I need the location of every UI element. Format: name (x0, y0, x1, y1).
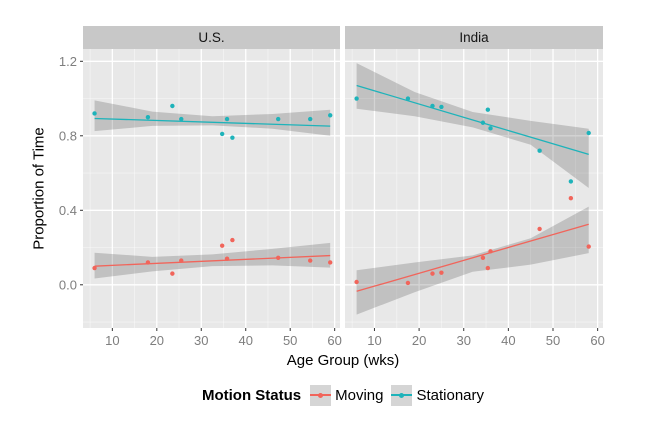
data-point-stationary (92, 111, 97, 116)
data-point-stationary (430, 103, 435, 109)
legend-label-moving: Moving (335, 386, 384, 404)
data-point-moving (328, 260, 333, 265)
trend-line-stationary (94, 117, 331, 127)
confidence-band-stationary (94, 100, 331, 136)
y-tick-label: 0.4 (59, 203, 77, 218)
data-point-moving (568, 195, 574, 201)
facet-strip-us: U.S. (83, 26, 340, 49)
data-point-moving (480, 255, 486, 260)
trend-line-moving (94, 254, 331, 267)
data-point-moving (275, 255, 281, 260)
x-tick-label: 30 (456, 333, 470, 348)
data-point-moving (92, 265, 97, 271)
data-point-stationary (485, 107, 491, 112)
data-point-stationary (219, 131, 225, 137)
data-point-moving (537, 226, 542, 232)
legend-entry-moving: Moving (310, 384, 384, 406)
data-point-moving (170, 271, 175, 276)
data-point-stationary (230, 135, 235, 140)
panel-background-us (83, 49, 340, 328)
y-tick-label: 0.8 (59, 128, 77, 143)
trend-line-stationary (356, 84, 589, 156)
data-point-moving (354, 279, 359, 285)
x-tick-label: 60 (590, 333, 604, 348)
x-tick-label: 20 (150, 333, 164, 348)
data-point-moving (405, 280, 411, 286)
trend-line-moving (356, 223, 589, 292)
x-tick-label: 10 (367, 333, 381, 348)
legend-key-stationary-icon (391, 384, 413, 406)
data-point-stationary (328, 113, 333, 118)
confidence-band-moving (356, 206, 589, 315)
data-point-stationary (568, 179, 574, 184)
y-axis-title: Proportion of Time (30, 127, 48, 250)
data-point-moving (586, 244, 591, 249)
data-point-stationary (537, 148, 542, 153)
data-point-stationary (439, 104, 444, 110)
data-point-stationary (488, 126, 493, 131)
legend-key-moving-icon (310, 384, 332, 406)
x-tick-label: 30 (194, 333, 208, 348)
data-point-moving (439, 270, 444, 275)
data-point-stationary (308, 116, 313, 122)
data-point-moving (430, 271, 435, 276)
legend-entry-stationary: Stationary (391, 384, 485, 406)
data-point-moving (485, 265, 491, 271)
x-tick-label: 10 (105, 333, 119, 348)
x-tick-label: 50 (546, 333, 560, 348)
x-tick-label: 40 (239, 333, 253, 348)
data-point-moving (219, 243, 225, 248)
data-point-stationary (275, 116, 281, 122)
x-tick-label: 50 (283, 333, 297, 348)
data-point-stationary (145, 114, 151, 120)
data-point-stationary (586, 130, 591, 136)
legend-key-dot (318, 392, 324, 398)
x-tick-label: 20 (412, 333, 426, 348)
legend-title: Motion Status (201, 386, 302, 404)
data-point-stationary (354, 96, 359, 101)
data-point-moving (179, 258, 184, 263)
facet-strip-india: India (345, 26, 603, 49)
legend-label-stationary: Stationary (416, 386, 485, 404)
y-tick-label: 0.0 (59, 277, 77, 292)
data-point-moving (230, 237, 235, 243)
confidence-band-stationary (356, 63, 589, 188)
data-point-moving (488, 249, 493, 254)
data-point-stationary (405, 96, 411, 101)
legend: Motion Status Moving Stationary (83, 383, 603, 407)
data-point-stationary (480, 120, 486, 125)
data-point-stationary (179, 116, 184, 122)
data-point-stationary (224, 116, 230, 122)
x-tick-label: 60 (327, 333, 341, 348)
data-point-moving (145, 260, 151, 265)
legend-key-dot (399, 392, 405, 398)
y-tick-label: 1.2 (59, 54, 77, 69)
data-point-moving (224, 256, 230, 261)
x-axis-title: Age Group (wks) (286, 352, 400, 369)
data-point-moving (308, 258, 313, 263)
data-point-stationary (170, 103, 175, 109)
x-tick-label: 40 (501, 333, 515, 348)
